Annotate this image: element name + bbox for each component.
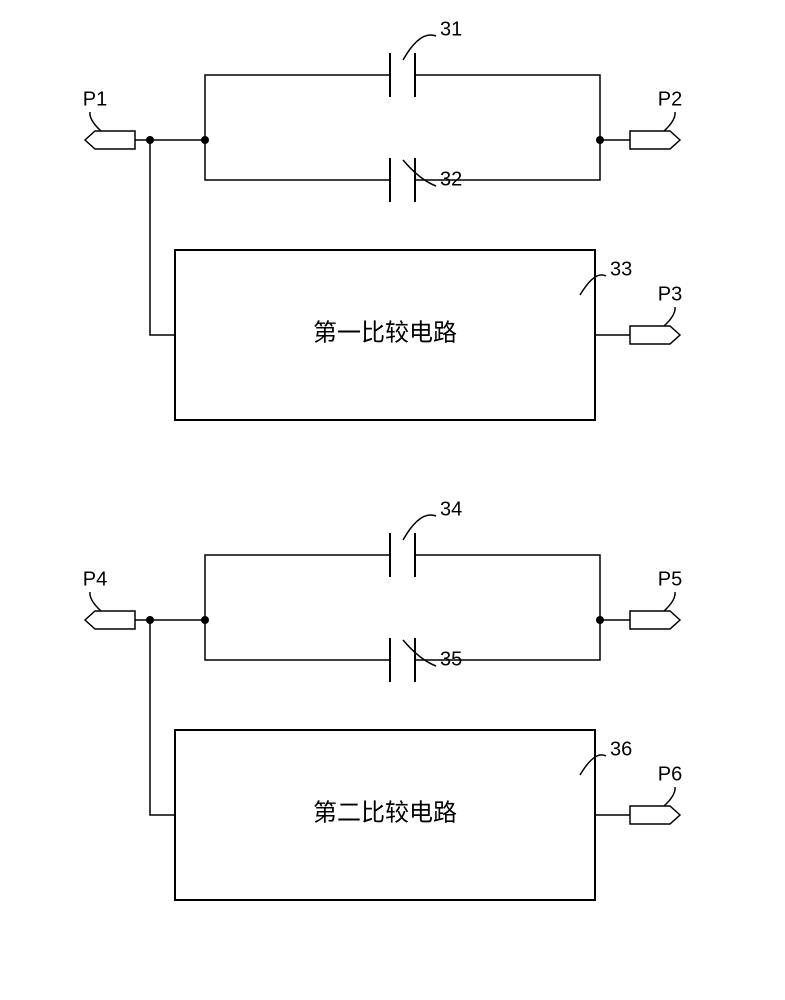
ref-leader-31 — [403, 35, 436, 60]
junction-dot — [201, 616, 209, 624]
ref-leader-34 — [403, 515, 436, 540]
ref-leader-35 — [403, 640, 436, 666]
ref-leader-33 — [580, 275, 606, 295]
port-label-p3: P3 — [658, 283, 682, 305]
ref-leader-36 — [580, 755, 606, 775]
ref-label-31: 31 — [440, 18, 462, 40]
junction-dot — [146, 136, 154, 144]
port-p5 — [630, 611, 680, 629]
port-p6 — [630, 806, 680, 824]
port-p4 — [85, 611, 135, 629]
ref-label-34: 34 — [440, 498, 462, 520]
port-p2 — [630, 131, 680, 149]
ref-label-33: 33 — [610, 258, 632, 280]
ref-label-35: 35 — [440, 648, 462, 670]
port-label-p1: P1 — [83, 88, 107, 110]
comparator-label: 第一比较电路 — [313, 320, 457, 347]
port-p3 — [630, 326, 680, 344]
junction-dot — [146, 616, 154, 624]
junction-dot — [596, 616, 604, 624]
ref-label-32: 32 — [440, 168, 462, 190]
port-p1 — [85, 131, 135, 149]
port-label-p6: P6 — [658, 763, 682, 785]
comparator-label: 第二比较电路 — [313, 800, 457, 827]
junction-dot — [596, 136, 604, 144]
port-label-p5: P5 — [658, 568, 682, 590]
port-label-p2: P2 — [658, 88, 682, 110]
ref-leader-32 — [403, 160, 436, 186]
junction-dot — [201, 136, 209, 144]
ref-label-36: 36 — [610, 738, 632, 760]
port-label-p4: P4 — [83, 568, 107, 590]
